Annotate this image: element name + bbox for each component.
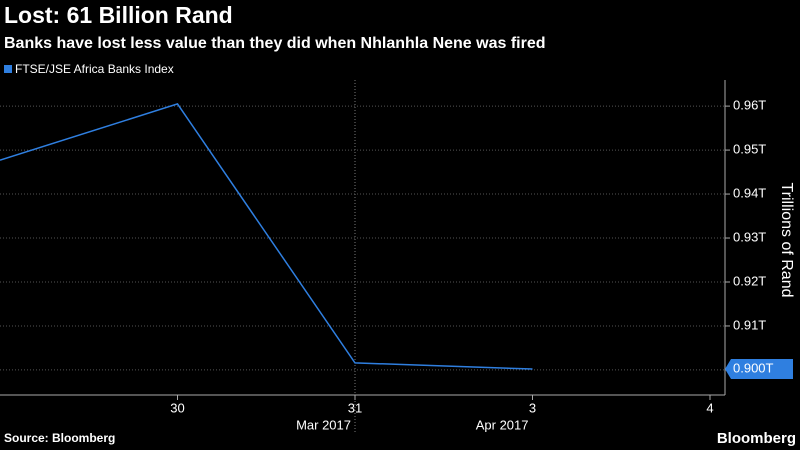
brand: Bloomberg [717,430,796,447]
legend-label: FTSE/JSE Africa Banks Index [15,62,174,76]
value-label-box [725,359,793,380]
y-axis-label: Trillions of Rand [778,182,795,297]
x-tick-label: 4 [706,400,713,415]
source: Source: Bloomberg [4,431,115,445]
legend-swatch [4,65,12,73]
y-tick-label: 0.94T [733,185,766,200]
x-tick-label: 31 [348,400,362,415]
y-tick-label: 0.95T [733,142,766,157]
x-sublabel: Mar 2017 [296,417,351,432]
value-label: 0.900T [733,360,774,375]
series-line [0,103,533,370]
chart-subtitle: Banks have lost less value than they did… [4,35,546,52]
x-tick-label: 30 [170,400,184,415]
y-tick-label: 0.93T [733,229,766,244]
x-sublabel: Apr 2017 [476,417,529,432]
chart-title: Lost: 61 Billion Rand [4,2,233,28]
y-tick-label: 0.92T [733,273,766,288]
y-tick-label: 0.91T [733,317,766,332]
y-tick-label: 0.96T [733,98,766,113]
x-tick-label: 3 [529,400,536,415]
